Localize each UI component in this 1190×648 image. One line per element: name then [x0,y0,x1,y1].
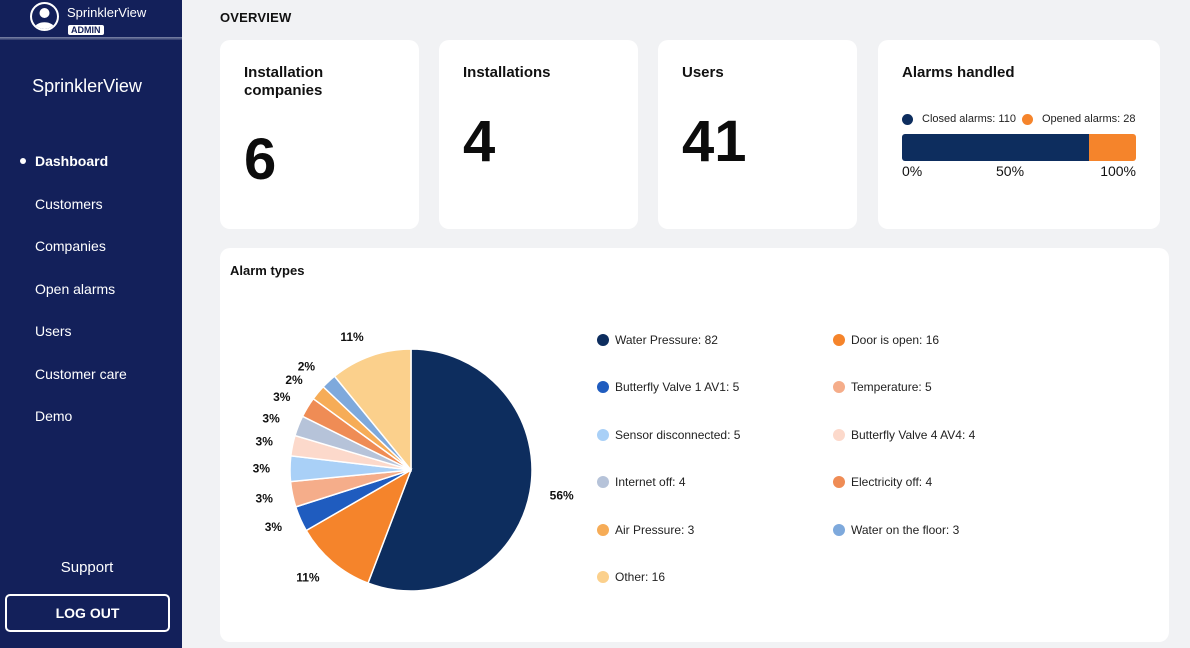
installation-companies-value: 6 [244,127,277,192]
card-title: Installation companies [244,64,324,99]
opened-dot-icon [1021,113,1033,125]
sidebar-nav: Dashboard Customers Companies Open alarm… [0,150,182,448]
avatar-icon [30,2,59,31]
legend-item[interactable]: Water Pressure: 82 [597,333,718,347]
pie-slice-other[interactable] [333,348,412,473]
tick-label: 100% [1100,163,1136,179]
legend-dot-icon [597,381,609,394]
closed-alarms-segment [902,134,1089,161]
user-profile[interactable]: SprinklerView ADMIN [30,2,146,38]
legend-dot-icon [833,381,845,394]
legend-label: Air Pressure: 3 [615,522,695,537]
closed-alarms-label: Closed alarms: 110 [922,113,1016,125]
pie-slice-door-is-open[interactable] [305,468,413,585]
legend-label: Butterfly Valve 4 AV4: 4 [851,427,976,442]
installations-card: Installations 4 [439,40,638,229]
pie-percent-label: 3% [256,491,274,505]
pie-percent-label: 3% [253,461,271,475]
alarm-types-card: Alarm types 56% 11% 3% 3% 3% 3% 3% 3% 2% 2% 11% Wa… [220,248,1169,642]
legend-dot-icon [597,476,609,489]
sidebar-item-label: Customer care [35,365,127,382]
card-title: Alarms handled [902,64,1015,81]
opened-alarms-label: Opened alarms: 28 [1041,113,1136,125]
tick-label: 50% [996,163,1025,179]
legend-item[interactable]: Internet off: 4 [597,475,686,489]
legend-item[interactable]: Door is open: 16 [833,333,939,347]
card-title: Users [682,64,724,81]
legend-item[interactable]: Sensor disconnected: 5 [597,428,740,442]
user-name: SprinklerView [67,5,147,20]
legend-item[interactable]: Butterfly Valve 4 AV4: 4 [833,428,975,442]
legend-item[interactable]: Electricity off: 4 [833,475,932,489]
card-title: Alarm types [230,263,305,278]
legend-label: Electricity off: 4 [851,475,933,490]
sidebar: SprinklerView ADMIN SprinklerView Dashbo… [0,0,182,648]
legend-item[interactable]: Other: 16 [597,570,665,584]
legend-label: Temperature: 5 [851,380,932,395]
legend-label: Door is open: 16 [851,333,940,347]
legend-item[interactable]: Butterfly Valve 1 AV1: 5 [597,380,739,394]
users-value: 41 [682,109,747,174]
legend-label: Butterfly Valve 1 AV1: 5 [615,380,740,395]
legend-dot-icon [597,334,609,346]
support-link[interactable]: Support [60,559,114,576]
alarms-stacked-bar [902,134,1136,161]
users-card: Users 41 [658,40,857,229]
pie-percent-label: 2% [285,373,303,387]
bar-axis: 0% 50% 100% [902,163,1136,181]
pie-percent-label: 3% [265,520,283,534]
sidebar-item-customer-care[interactable]: Customer care [0,363,182,406]
alarms-legend: Closed alarms: 110 Opened alarms: 28 [902,113,1136,125]
installations-value: 4 [463,109,496,174]
legend-label: Internet off: 4 [615,475,686,490]
legend-dot-icon [833,523,845,536]
sidebar-item-label: Demo [35,408,73,424]
opened-alarms-segment [1088,134,1136,161]
legend-dot-icon [597,523,609,536]
sidebar-item-label: Dashboard [35,153,109,169]
sidebar-item-customers[interactable]: Customers [0,193,182,236]
pie-percent-label: 3% [273,390,291,404]
pie-percent-label: 3% [256,435,274,449]
pie-percent-label: 56% [550,488,574,502]
pie-percent-label: 11% [296,570,320,584]
pie-percent-label: 3% [262,411,280,425]
card-title: Installations [463,64,551,81]
pie-percent-label: 11% [340,330,364,344]
legend-label: Water on the floor: 3 [851,522,960,537]
closed-dot-icon [902,113,913,125]
legend-dot-icon [597,571,609,583]
sidebar-item-label: Customers [35,195,103,212]
tick-label: 0% [902,163,923,179]
legend-item[interactable]: Water on the floor: 3 [833,523,959,537]
sidebar-item-demo[interactable]: Demo [0,405,182,448]
installation-companies-card: Installation companies 6 [220,40,419,229]
sidebar-item-companies[interactable]: Companies [0,235,182,278]
logout-button[interactable]: LOG OUT [5,594,170,632]
sidebar-divider [0,37,182,40]
legend-dot-icon [833,334,845,346]
sidebar-item-label: Users [35,323,72,339]
legend-item[interactable]: Air Pressure: 3 [597,523,694,537]
legend-label: Sensor disconnected: 5 [615,427,741,442]
sidebar-item-label: Companies [35,238,106,254]
sidebar-item-open-alarms[interactable]: Open alarms [0,278,182,321]
user-role-badge: ADMIN [67,24,105,36]
sidebar-item-label: Open alarms [35,280,116,297]
legend-label: Water Pressure: 82 [615,333,718,347]
sidebar-item-dashboard[interactable]: Dashboard [0,150,182,193]
alarms-handled-card: Alarms handled Closed alarms: 110 Opened… [878,40,1160,229]
legend-item[interactable]: Temperature: 5 [833,380,932,394]
legend-dot-icon [833,428,845,441]
active-dot-icon [20,158,26,164]
brand-title: SprinklerView [32,76,142,96]
legend-label: Other: 16 [615,570,666,584]
alarm-types-pie-chart: 56% 11% 3% 3% 3% 3% 3% 3% 2%2% 11% [253,330,574,592]
legend-dot-icon [597,428,609,441]
pie-percent-label: 2% [298,360,316,374]
sidebar-item-users[interactable]: Users [0,320,182,363]
legend-dot-icon [833,476,845,489]
page-title: OVERVIEW [220,10,292,25]
pie-slice-water-pressure[interactable] [367,348,533,592]
